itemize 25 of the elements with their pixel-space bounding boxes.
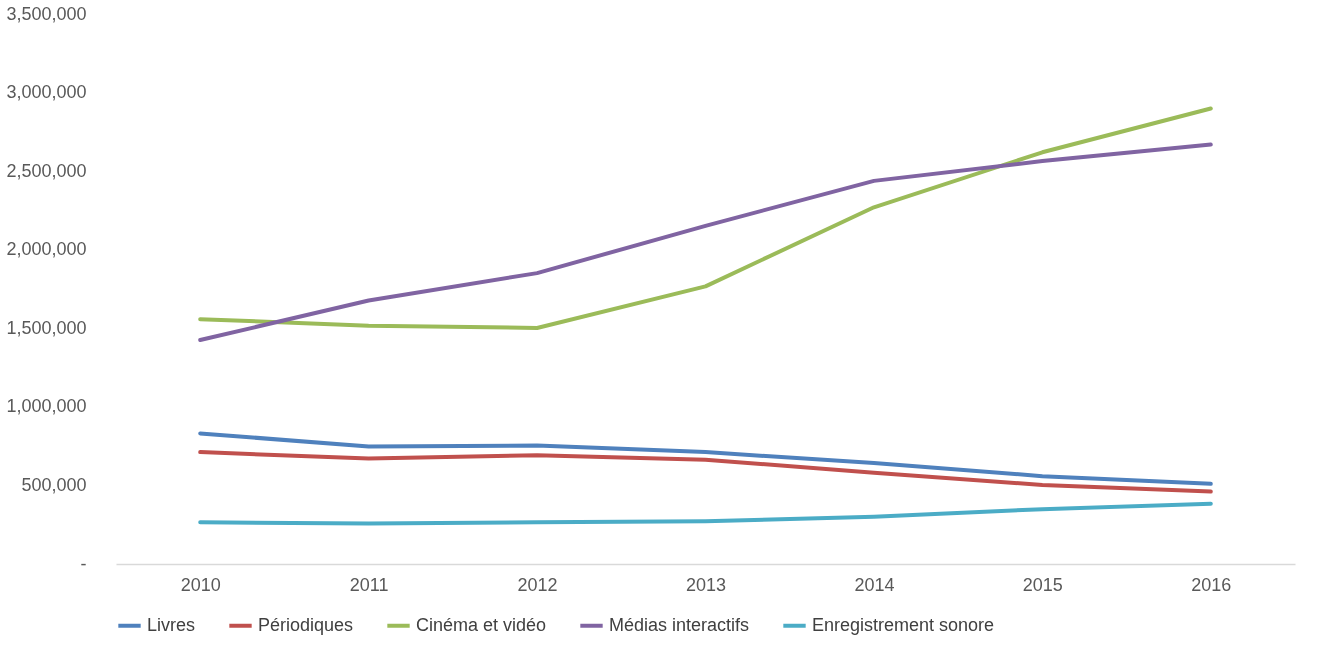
- y-tick-label: 2,000,000: [6, 239, 87, 260]
- line-series: [198, 450, 1213, 494]
- x-tick-label: 2013: [685, 574, 727, 595]
- legend-label: Enregistrement sonore: [812, 614, 995, 635]
- x-tick-label: 2010: [180, 574, 221, 595]
- line-series: [198, 501, 1213, 526]
- y-tick-label: 500,000: [21, 474, 87, 495]
- legend-label: Livres: [147, 614, 196, 635]
- line-series: [198, 142, 1213, 343]
- x-tick-label: 2012: [517, 574, 558, 595]
- x-tick-label: 2015: [1022, 574, 1063, 595]
- y-tick-label: 1,000,000: [6, 396, 87, 417]
- y-tick-label: 3,500,000: [6, 3, 87, 24]
- y-tick-label: -: [80, 553, 87, 574]
- legend-label: Médias interactifs: [609, 614, 750, 635]
- y-tick-label: 1,500,000: [6, 317, 87, 338]
- line-series: [198, 106, 1213, 330]
- legend-label: Périodiques: [258, 614, 354, 635]
- y-tick-label: 3,000,000: [6, 82, 87, 103]
- legend-label: Cinéma et vidéo: [416, 614, 547, 635]
- y-tick-label: 2,500,000: [6, 160, 87, 181]
- x-tick-label: 2014: [854, 574, 895, 595]
- x-tick-label: 2016: [1191, 574, 1232, 595]
- line-series: [198, 431, 1213, 486]
- x-tick-label: 2011: [349, 574, 389, 595]
